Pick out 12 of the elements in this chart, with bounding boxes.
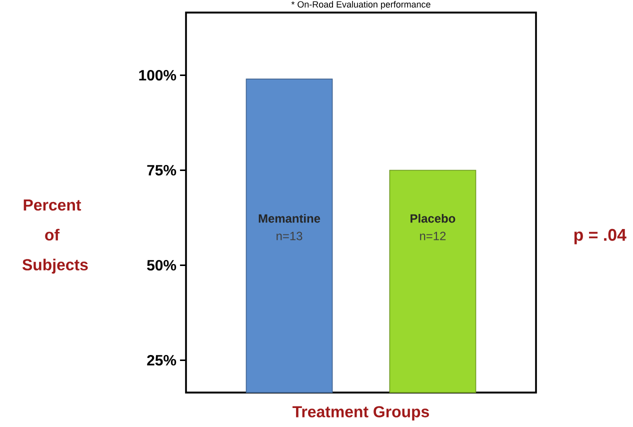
annotation: n=13 [276, 232, 302, 240]
y-tick-label: 75% [147, 165, 176, 176]
y-tick-label: 100% [139, 70, 176, 81]
x-tick-label: Placebo [410, 214, 456, 223]
y-tick-label: 25% [147, 355, 176, 366]
y-tick-label: 50% [147, 260, 176, 271]
x-axis-title: Treatment Groups [292, 406, 429, 421]
y-axis-title: Percent of Subjects [22, 200, 88, 274]
annotation: n=12 [420, 232, 446, 240]
x-tick-label: Memantine [258, 214, 320, 223]
chart-title: * On-Road Evaluation performance [291, 1, 430, 10]
text: p = .04 [574, 229, 626, 244]
